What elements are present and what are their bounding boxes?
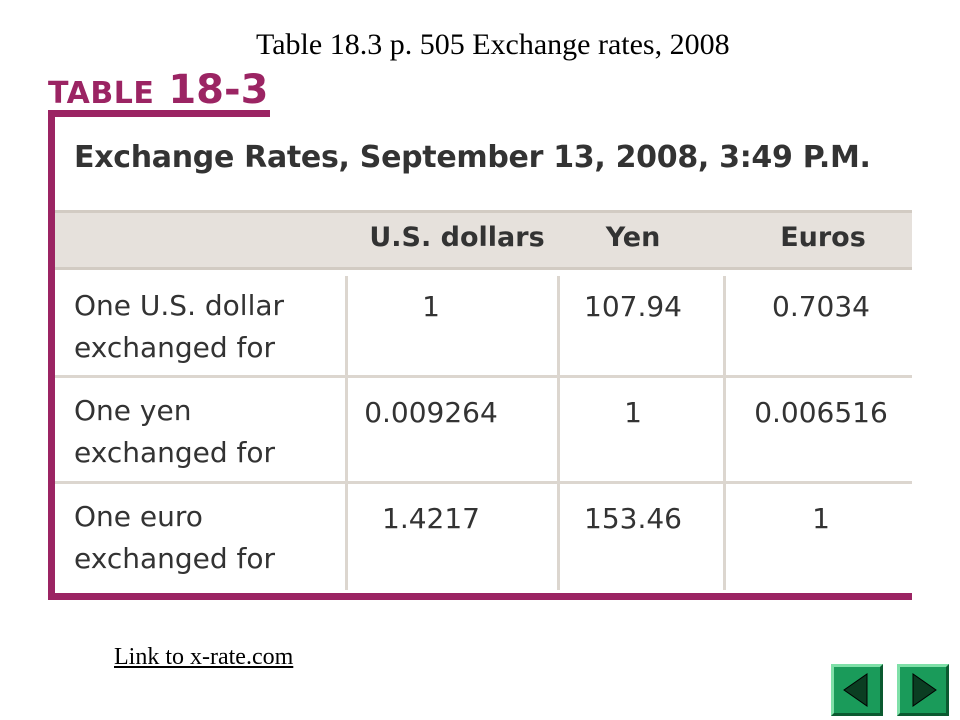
column-header-usd: U.S. dollars	[369, 222, 545, 253]
table-cell: 107.94	[584, 290, 682, 323]
table-label-number: 18-3	[168, 67, 269, 113]
table-label-word: TABLE	[48, 76, 155, 111]
accent-bar-left	[48, 110, 55, 600]
triangle-right-icon	[912, 673, 937, 707]
row-label-line: exchanged for	[74, 331, 276, 364]
table-cell: 0.7034	[772, 290, 870, 323]
previous-slide-button[interactable]	[831, 664, 883, 716]
table-cell: 0.009264	[364, 396, 498, 429]
column-header-yen: Yen	[605, 222, 661, 253]
table-subtitle: Exchange Rates, September 13, 2008, 3:49…	[74, 140, 871, 175]
x-rate-link[interactable]: Link to x-rate.com	[114, 644, 294, 670]
accent-bar-bottom	[48, 593, 912, 600]
table-cell: 0.006516	[754, 396, 888, 429]
table-header-band	[55, 210, 912, 270]
table-cell: 1	[422, 290, 440, 323]
row-label-usd: One U.S. dollar exchanged for	[74, 285, 284, 369]
triangle-left-icon	[843, 673, 868, 707]
row-divider	[55, 375, 912, 378]
column-divider	[345, 276, 348, 590]
row-divider	[55, 481, 912, 484]
row-label-yen: One yen exchanged for	[74, 390, 275, 474]
row-label-line: exchanged for	[74, 542, 276, 575]
table-cell: 153.46	[584, 502, 682, 535]
row-label-line: exchanged for	[74, 436, 276, 469]
table-cell: 1.4217	[382, 502, 480, 535]
slide-title: Table 18.3 p. 505 Exchange rates, 2008	[256, 28, 730, 61]
table-cell: 1	[624, 396, 642, 429]
row-label-line: One euro	[74, 500, 203, 533]
accent-bar-top	[48, 110, 270, 117]
table-cell: 1	[812, 502, 830, 535]
row-label-line: One yen	[74, 394, 192, 427]
column-divider	[557, 276, 560, 590]
row-label-line: One U.S. dollar	[74, 289, 285, 322]
column-divider	[723, 276, 726, 590]
row-label-euro: One euro exchanged for	[74, 496, 275, 580]
table-label: TABLE 18-3	[48, 70, 268, 110]
next-slide-button[interactable]	[897, 664, 949, 716]
column-header-euros: Euros	[780, 222, 866, 253]
